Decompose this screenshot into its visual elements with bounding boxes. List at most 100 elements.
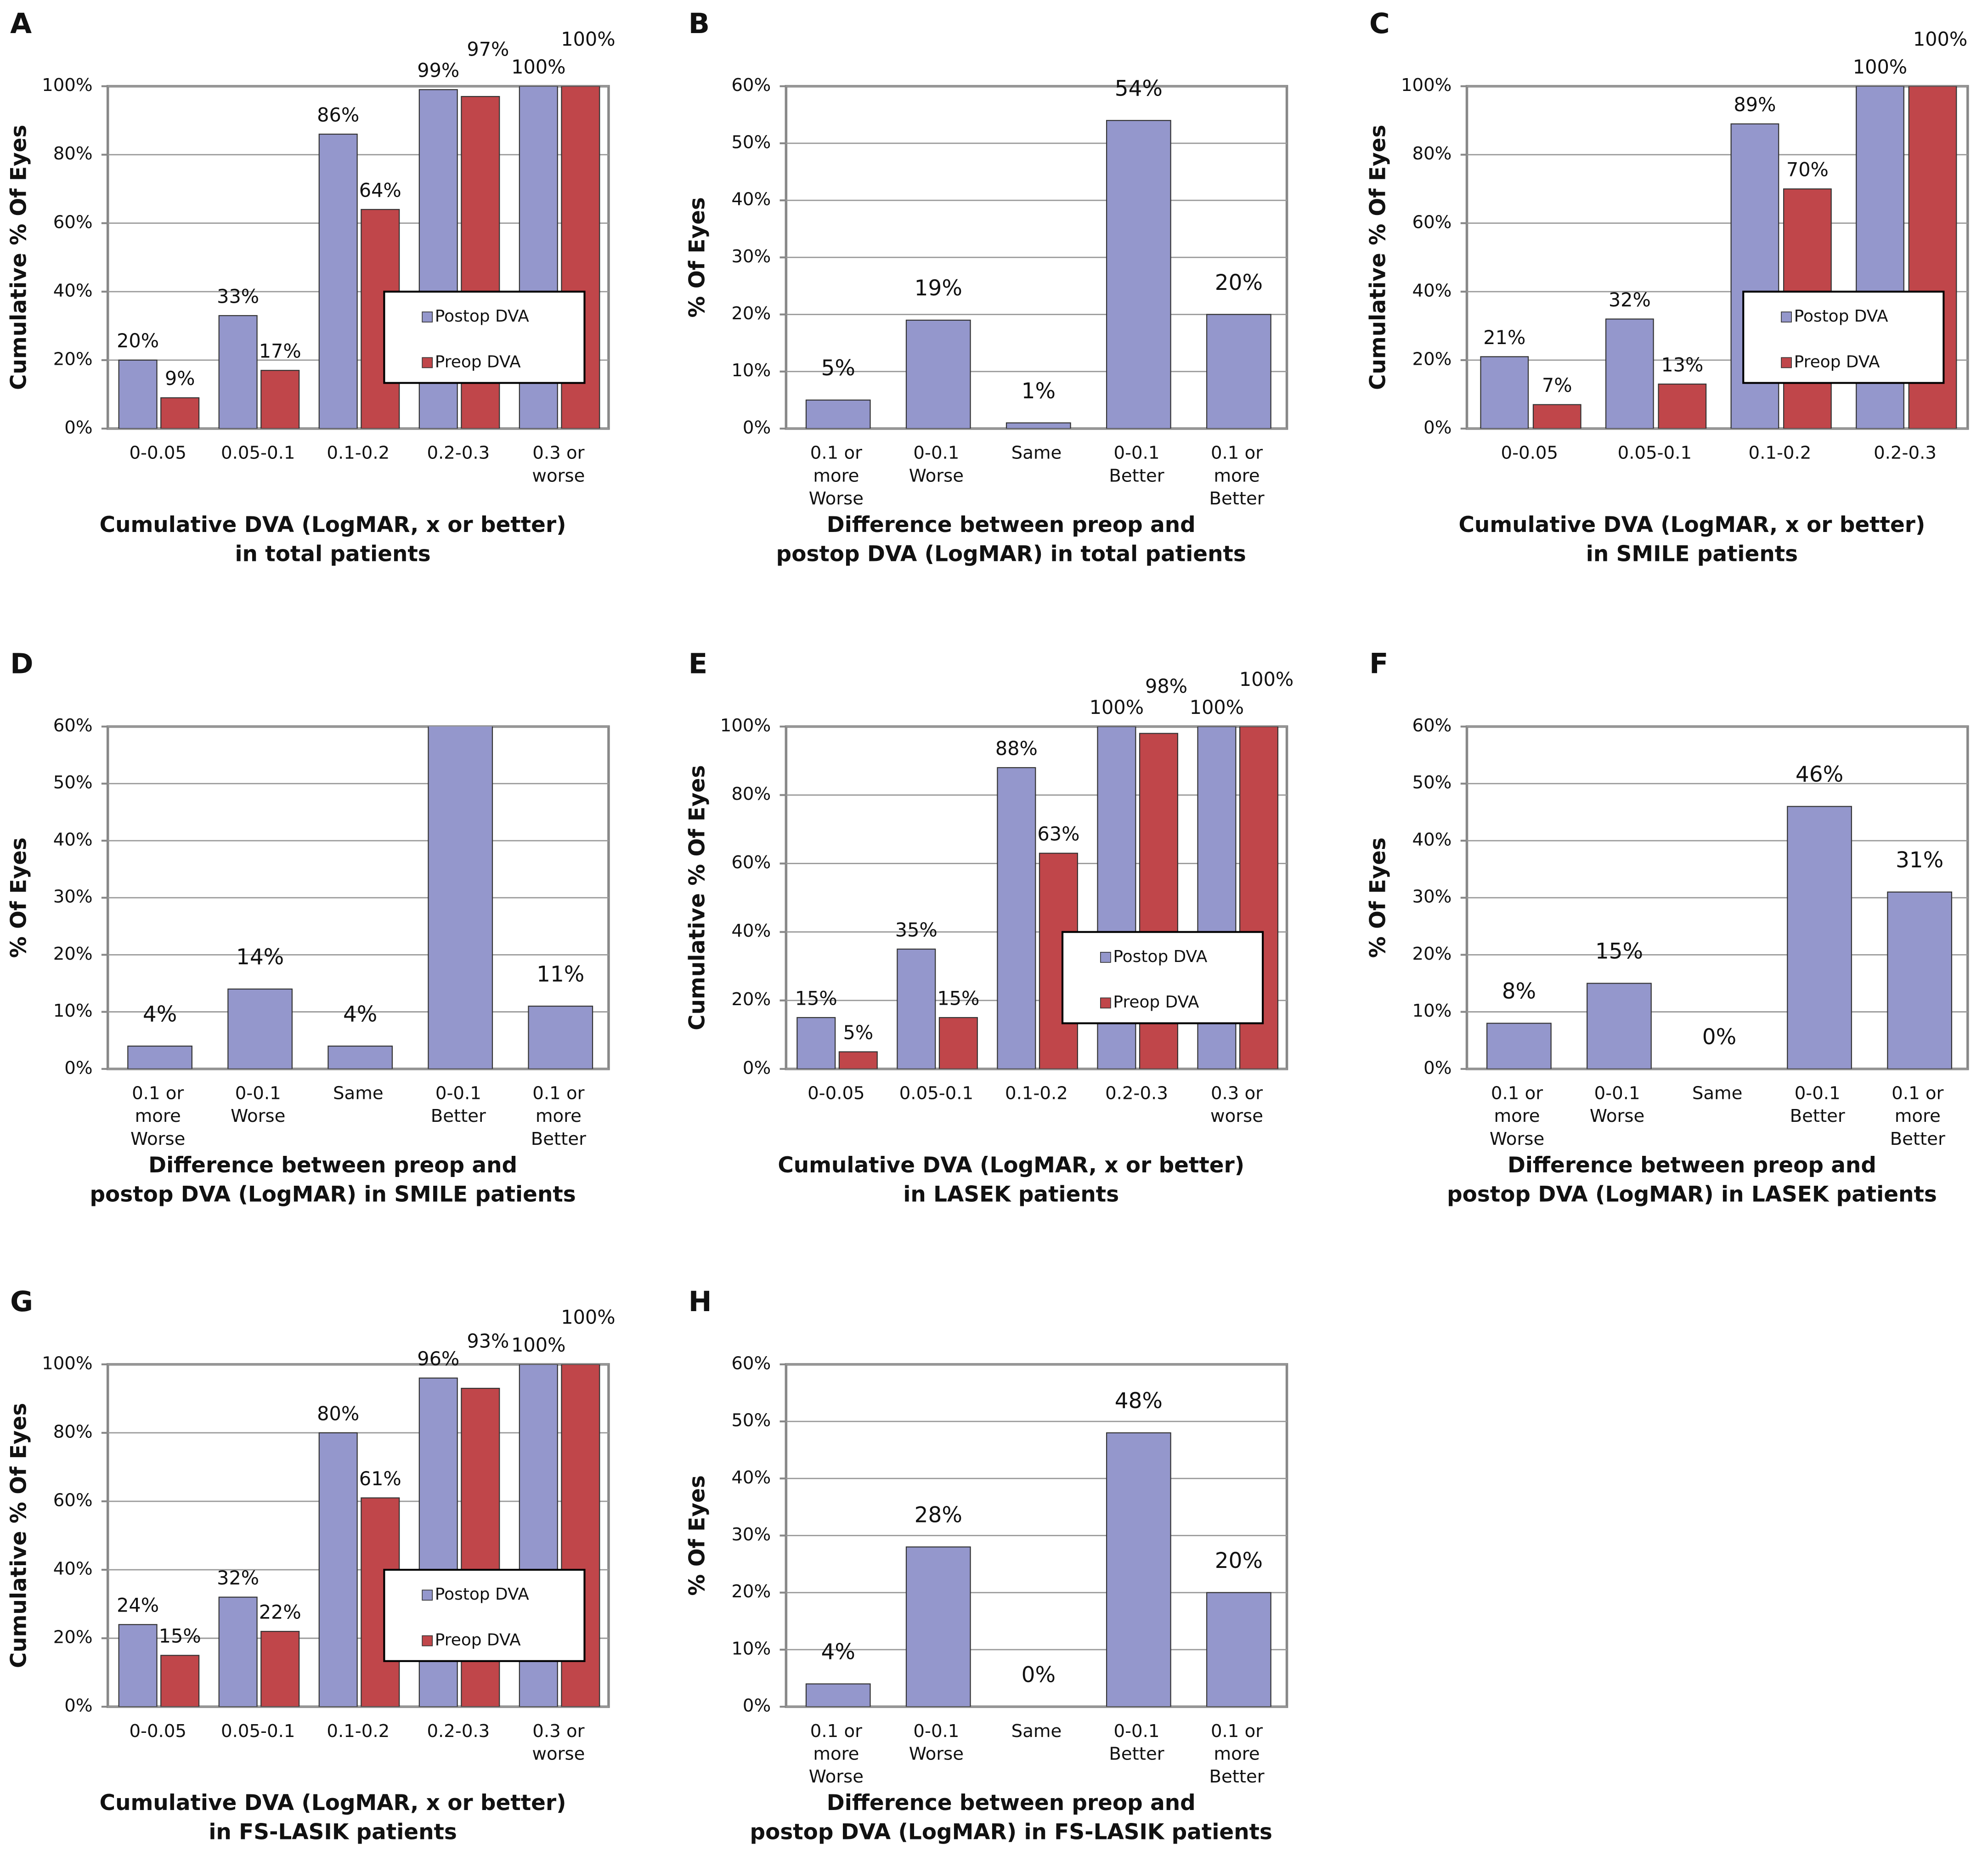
legend-swatch: [422, 311, 433, 322]
x-axis-title: Cumulative DVA (LogMAR, x or better): [1459, 512, 1926, 537]
legend-label: Postop DVA: [1113, 947, 1207, 966]
value-label: 48%: [1115, 1388, 1163, 1414]
value-label: 100%: [1239, 668, 1293, 690]
value-label: 88%: [995, 737, 1038, 759]
x-tick-label: Better: [1790, 1106, 1845, 1126]
legend-swatch: [1781, 311, 1792, 322]
legend-label: Postop DVA: [435, 1585, 529, 1604]
panel: F 0% 10% 20% 30% 40% 50% 60% 0.1 or more Worse 0-0.…: [1366, 648, 1969, 1207]
x-tick-label: 0.3 or: [1211, 1083, 1263, 1103]
x-tick-label: Worse: [909, 465, 964, 486]
x-tick-label: Better: [1890, 1129, 1945, 1149]
y-tick-label: 30%: [53, 887, 93, 907]
bar: [428, 726, 493, 1069]
x-axis-title: Difference between preop and: [827, 512, 1196, 537]
y-tick-label: 10%: [1412, 1001, 1452, 1021]
value-label: 97%: [467, 39, 509, 61]
value-label: 100%: [1090, 696, 1144, 719]
y-tick-label: 20%: [53, 349, 93, 369]
legend-label: Postop DVA: [1794, 307, 1888, 326]
x-tick-label: 0.1 or: [532, 1083, 584, 1103]
y-tick-label: 50%: [731, 1410, 771, 1431]
y-tick-label: 60%: [731, 852, 771, 873]
value-label: 93%: [467, 1330, 509, 1352]
panel-letter: C: [1369, 8, 1390, 40]
value-label: 19%: [915, 276, 962, 301]
bar: [1658, 383, 1707, 429]
bar: [218, 1596, 258, 1707]
bar: [227, 988, 293, 1069]
x-tick-label: 0.05-0.1: [1618, 443, 1692, 464]
panel-letter: A: [10, 8, 32, 40]
x-tick-label: 0-0.1: [1114, 1721, 1160, 1742]
value-label: 33%: [217, 285, 259, 307]
y-tick-label: 40%: [731, 921, 771, 941]
x-axis-title: Difference between preop and: [1508, 1153, 1876, 1178]
value-label: 100%: [1190, 696, 1244, 719]
value-label: 8%: [1502, 979, 1536, 1004]
panel-letter: D: [10, 648, 33, 680]
value-label: 63%: [1037, 823, 1079, 845]
bar: [1532, 404, 1581, 429]
value-label: 100%: [561, 28, 615, 50]
x-tick-label: 0.1 or: [1211, 443, 1263, 464]
x-tick-label: 0-0.05: [808, 1083, 865, 1103]
y-tick-label: 10%: [731, 1638, 771, 1659]
y-tick-label: 0%: [1423, 1058, 1451, 1078]
x-tick-label: more: [1214, 1743, 1260, 1764]
x-tick-label: worse: [1210, 1106, 1263, 1126]
x-tick-label: 0-0.05: [129, 443, 186, 464]
value-label: 100%: [1853, 56, 1907, 78]
y-tick-label: 20%: [731, 989, 771, 1010]
x-tick-label: Worse: [231, 1106, 285, 1126]
x-tick-label: more: [813, 1743, 859, 1764]
y-tick-label: 100%: [720, 715, 771, 736]
y-tick-label: 20%: [731, 1581, 771, 1602]
y-axis-title: Cumulative % Of Eyes: [6, 1403, 32, 1668]
bar: [118, 359, 158, 429]
x-axis-title: in FS-LASIK patients: [209, 1820, 457, 1845]
x-tick-label: 0.05-0.1: [221, 1721, 295, 1742]
value-label: 35%: [895, 919, 938, 941]
x-tick-label: 0.1-0.2: [327, 443, 390, 464]
value-label: 96%: [417, 1348, 459, 1370]
bar: [1106, 1432, 1171, 1707]
bar: [1587, 983, 1652, 1069]
value-label: 4%: [343, 1001, 377, 1027]
x-axis-title: postop DVA (LogMAR) in total patients: [776, 541, 1246, 566]
bar: [260, 1631, 300, 1707]
y-tick-label: 0%: [64, 417, 92, 438]
y-tick-label: 50%: [731, 132, 771, 153]
value-label: 70%: [1786, 159, 1829, 181]
y-tick-label: 30%: [731, 246, 771, 267]
bar: [528, 1006, 593, 1069]
value-label: 98%: [1145, 675, 1187, 697]
y-tick-label: 20%: [53, 944, 93, 964]
x-axis-title: postop DVA (LogMAR) in LASEK patients: [1447, 1182, 1937, 1207]
y-tick-label: 30%: [731, 1524, 771, 1545]
bar: [1206, 314, 1271, 429]
x-tick-label: Worse: [1490, 1129, 1544, 1149]
bars: [1486, 806, 1952, 1069]
value-label: 22%: [259, 1601, 301, 1624]
y-tick-label: 40%: [731, 1467, 771, 1488]
y-tick-label: 60%: [53, 212, 93, 232]
x-tick-label: 0.05-0.1: [221, 443, 295, 464]
bar: [1005, 422, 1071, 429]
x-tick-label: 0-0.1: [913, 443, 959, 464]
y-tick-label: 0%: [743, 1058, 771, 1078]
x-tick-label: 0.1-0.2: [1005, 1083, 1068, 1103]
y-tick-label: 80%: [53, 1421, 93, 1442]
bar: [118, 1624, 158, 1707]
bar: [805, 1683, 871, 1707]
x-tick-label: 0.1 or: [1491, 1083, 1543, 1103]
x-axis-title: Difference between preop and: [827, 1790, 1196, 1816]
x-tick-label: more: [1494, 1106, 1540, 1126]
legend-swatch: [422, 1635, 433, 1646]
x-axis-title: Cumulative DVA (LogMAR, x or better): [778, 1153, 1244, 1178]
y-tick-label: 60%: [53, 1490, 93, 1511]
x-tick-label: 0.1 or: [1211, 1721, 1263, 1742]
bar: [1106, 120, 1171, 429]
legend: Postop DVA Preop DVA: [1061, 931, 1264, 1024]
x-tick-label: more: [1214, 465, 1260, 486]
